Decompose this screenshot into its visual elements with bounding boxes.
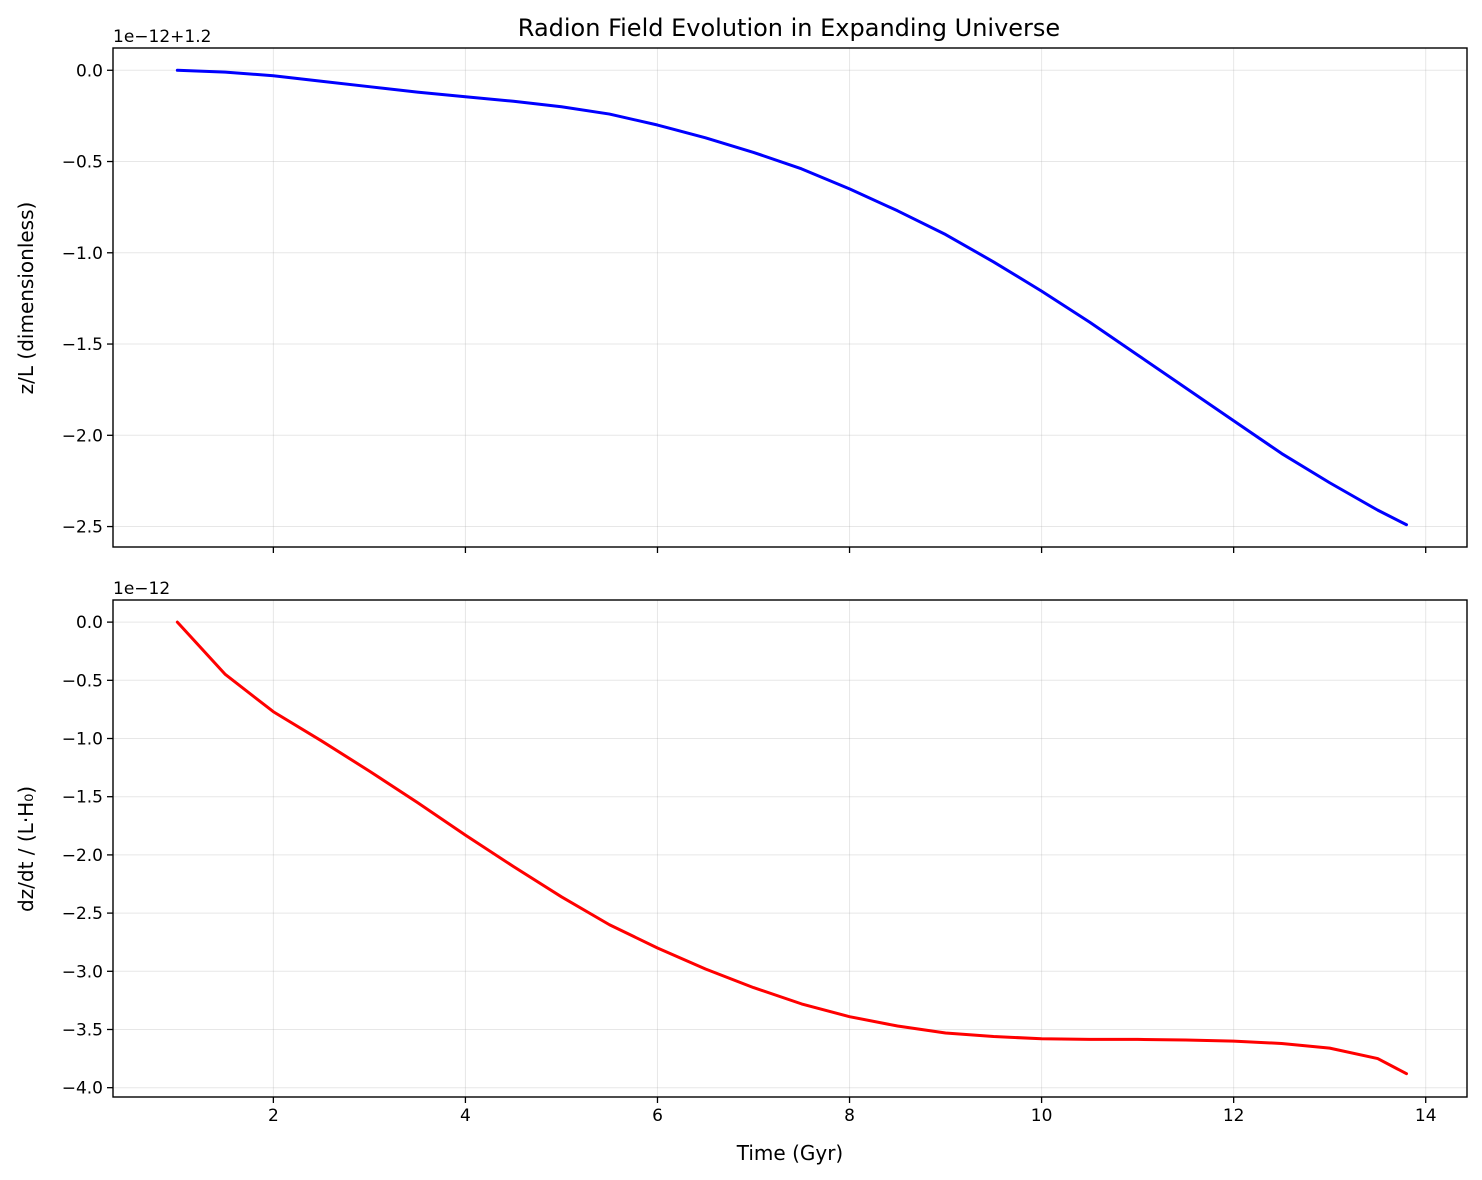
- bottom-ticks: 2 4 6 8 10 12 14 0.0 −0.5 −1.0 −1.5 −2.0 −2.5 −3.0 −3.…: [62, 613, 1437, 1126]
- bottom-y-tick-label: −3.0: [62, 962, 103, 982]
- bottom-x-tick-label: 6: [652, 1106, 663, 1126]
- top-plot-frame: [112, 47, 1468, 548]
- bottom-x-tick-label: 4: [460, 1106, 471, 1126]
- top-y-tick-label: 0.0: [76, 61, 103, 81]
- top-y-tick-label: −2.5: [62, 518, 103, 538]
- bottom-y-tick-label: −3.5: [62, 1020, 103, 1040]
- top-ticks: 0.0 −0.5 −1.0 −1.5 −2.0 −2.5: [62, 61, 1427, 553]
- bottom-x-tick-label: 14: [1415, 1106, 1437, 1126]
- chart-title: Radion Field Evolution in Expanding Univ…: [518, 14, 1060, 42]
- bottom-y-tick-label: −1.0: [62, 730, 103, 750]
- bottom-y-tick-label: −2.5: [62, 904, 103, 924]
- top-series-line: [175, 68, 1408, 527]
- top-y-tick-label: −0.5: [62, 153, 103, 173]
- bottom-grid: [113, 600, 1467, 1097]
- bottom-series-layer: [175, 620, 1408, 1076]
- bottom-offset-text: 1e−12: [113, 579, 170, 599]
- bottom-plot-frame: [112, 599, 1468, 1098]
- bottom-y-tick-label: 0.0: [76, 613, 103, 633]
- x-axis-label: Time (Gyr): [736, 1141, 843, 1165]
- top-y-tick-label: −1.0: [62, 244, 103, 264]
- top-offset-text: 1e−12+1.2: [113, 27, 211, 47]
- bottom-x-tick-label: 8: [844, 1106, 855, 1126]
- top-series-layer: [175, 68, 1408, 527]
- bottom-y-tick-label: −2.0: [62, 846, 103, 866]
- bottom-y-tick-label: −0.5: [62, 671, 103, 691]
- bottom-y-axis-label: dz/dt / (L·H₀): [14, 786, 38, 912]
- bottom-series-line: [175, 620, 1408, 1076]
- bottom-y-tick-label: −1.5: [62, 788, 103, 808]
- bottom-x-tick-label: 12: [1223, 1106, 1245, 1126]
- top-grid: [113, 48, 1467, 547]
- bottom-y-tick-label: −4.0: [62, 1079, 103, 1099]
- top-y-axis-label: z/L (dimensionless): [14, 202, 38, 395]
- bottom-x-tick-label: 2: [268, 1106, 279, 1126]
- top-subplot: 0.0 −0.5 −1.0 −1.5 −2.0 −2.5 1e−12+1.2 z/L (d…: [14, 27, 1468, 553]
- bottom-subplot: 2 4 6 8 10 12 14 0.0 −0.5 −1.0 −1.5 −2.0 −2.5 −3.0 −3.…: [14, 579, 1468, 1165]
- bottom-x-tick-label: 10: [1031, 1106, 1053, 1126]
- top-y-tick-label: −1.5: [62, 335, 103, 355]
- top-y-tick-label: −2.0: [62, 426, 103, 446]
